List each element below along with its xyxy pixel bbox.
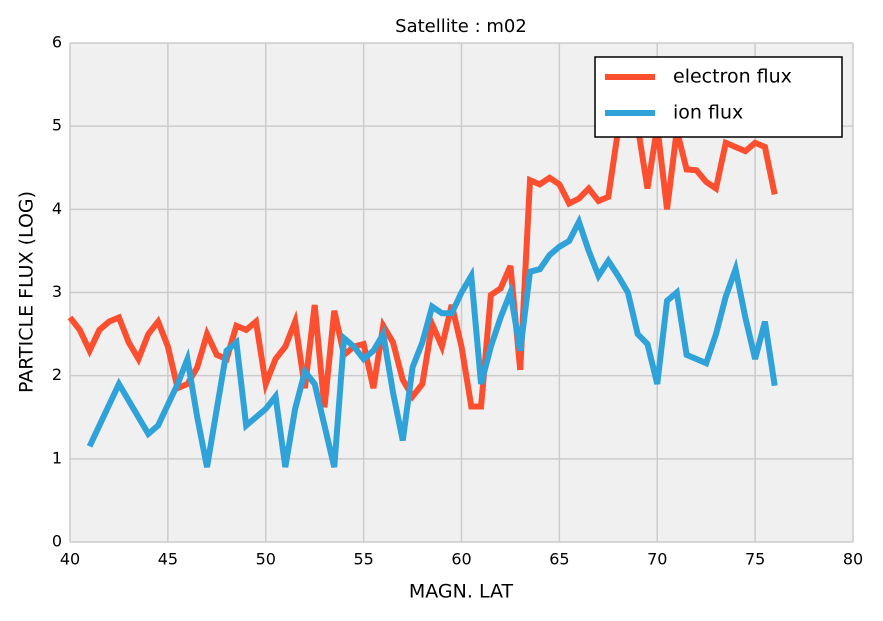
y-tick-label: 5 bbox=[52, 116, 62, 135]
y-tick-label: 6 bbox=[52, 33, 62, 52]
x-tick-label: 40 bbox=[60, 550, 80, 569]
legend-box bbox=[594, 56, 843, 138]
y-tick-label: 0 bbox=[52, 532, 62, 551]
y-tick-label: 4 bbox=[52, 199, 62, 218]
chart-title: Satellite : m02 bbox=[395, 16, 527, 37]
y-tick-label: 1 bbox=[52, 448, 62, 467]
x-tick-label: 45 bbox=[158, 550, 178, 569]
data-line bbox=[86, 214, 778, 468]
y-axis-label: PARTICLE FLUX (LOG) bbox=[16, 191, 38, 393]
x-tick-label: 60 bbox=[451, 550, 471, 569]
x-tick-label: 50 bbox=[256, 550, 276, 569]
x-axis-label: MAGN. LAT bbox=[409, 581, 514, 603]
x-tick-label: 70 bbox=[647, 550, 667, 569]
x-tick-label: 75 bbox=[745, 550, 765, 569]
legend-label: ion flux bbox=[673, 102, 743, 124]
y-tick-label: 2 bbox=[52, 365, 62, 384]
x-tick-label: 80 bbox=[843, 550, 863, 569]
x-tick-label: 55 bbox=[353, 550, 373, 569]
legend-label: electron flux bbox=[673, 66, 792, 88]
y-tick-label: 3 bbox=[52, 282, 62, 301]
x-tick-label: 65 bbox=[549, 550, 569, 569]
